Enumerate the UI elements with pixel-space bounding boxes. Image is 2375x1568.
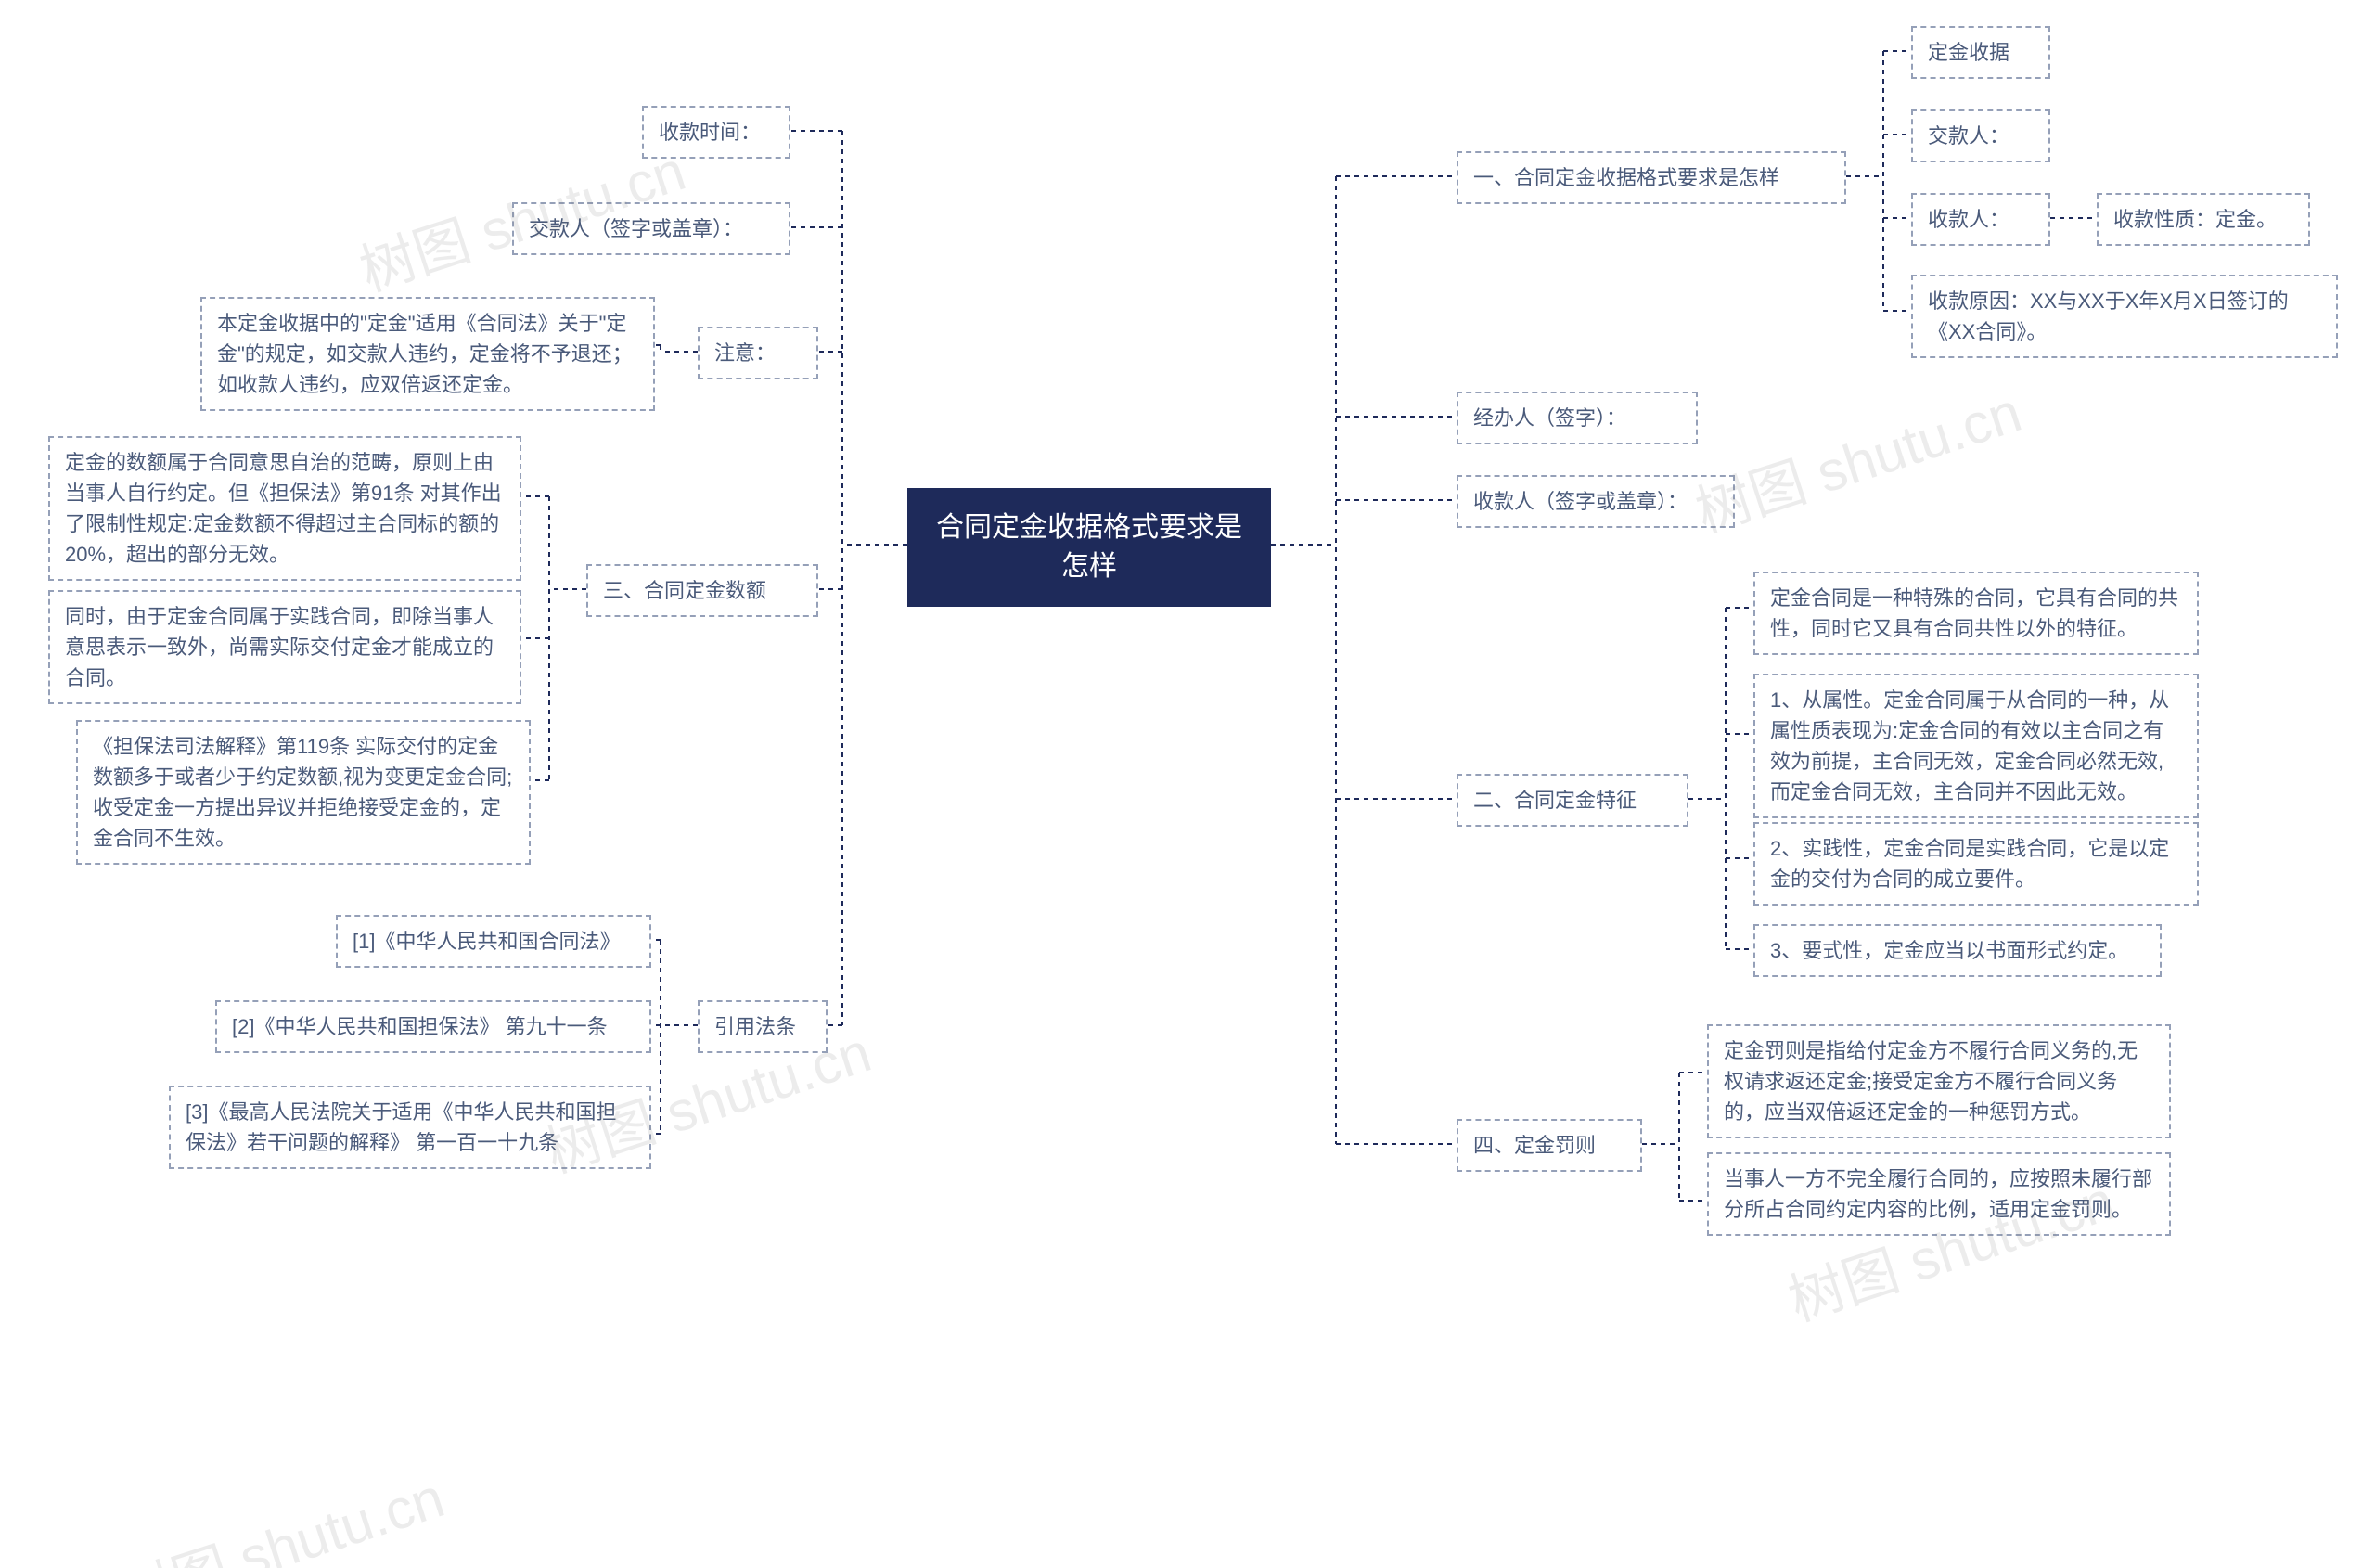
leaf-node: 定金罚则是指给付定金方不履行合同义务的,无权请求返还定金;接受定金方不履行合同义… xyxy=(1707,1024,2171,1138)
branch-node: 收款人（签字或盖章）： xyxy=(1457,475,1735,528)
leaf-node: [2]《中华人民共和国担保法》 第九十一条 xyxy=(215,1000,651,1053)
leaf-node: 1、从属性。定金合同属于从合同的一种，从属性质表现为:定金合同的有效以主合同之有… xyxy=(1753,674,2199,818)
branch-node: 引用法条 xyxy=(698,1000,828,1053)
leaf-node: 收款人： xyxy=(1911,193,2050,246)
leaf-node: 2、实践性，定金合同是实践合同，它是以定金的交付为合同的成立要件。 xyxy=(1753,822,2199,906)
leaf-node: 定金收据 xyxy=(1911,26,2050,79)
branch-node: 收款时间： xyxy=(642,106,790,159)
leaf-node: [1]《中华人民共和国合同法》 xyxy=(336,915,651,968)
branch-node: 交款人（签字或盖章）： xyxy=(512,202,790,255)
branch-node: 一、合同定金收据格式要求是怎样 xyxy=(1457,151,1846,204)
branch-node: 四、定金罚则 xyxy=(1457,1119,1642,1172)
branch-node: 二、合同定金特征 xyxy=(1457,774,1688,827)
leaf-node: 收款性质：定金。 xyxy=(2097,193,2310,246)
leaf-node: 交款人： xyxy=(1911,109,2050,162)
root-node: 合同定金收据格式要求是怎样 xyxy=(907,488,1271,607)
branch-node: 注意： xyxy=(698,327,818,379)
leaf-node: 当事人一方不完全履行合同的，应按照未履行部分所占合同约定内容的比例，适用定金罚则… xyxy=(1707,1152,2171,1236)
branch-node: 三、合同定金数额 xyxy=(586,564,818,617)
leaf-node: 收款原因：XX与XX于X年X月X日签订的《XX合同》。 xyxy=(1911,275,2338,358)
leaf-node: 同时，由于定金合同属于实践合同，即除当事人意思表示一致外，尚需实际交付定金才能成… xyxy=(48,590,521,704)
watermark: 树图 shutu.cn xyxy=(107,1453,453,1568)
leaf-node: 定金的数额属于合同意思自治的范畴，原则上由当事人自行约定。但《担保法》第91条 … xyxy=(48,436,521,581)
leaf-node: 本定金收据中的"定金"适用《合同法》关于"定金"的规定，如交款人违约，定金将不予… xyxy=(200,297,655,411)
leaf-node: 《担保法司法解释》第119条 实际交付的定金数额多于或者少于约定数额,视为变更定… xyxy=(76,720,531,865)
branch-node: 经办人（签字）： xyxy=(1457,392,1698,444)
leaf-node: 3、要式性，定金应当以书面形式约定。 xyxy=(1753,924,2162,977)
leaf-node: [3]《最高人民法院关于适用《中华人民共和国担保法》若干问题的解释》 第一百一十… xyxy=(169,1086,651,1169)
leaf-node: 定金合同是一种特殊的合同，它具有合同的共性，同时它又具有合同共性以外的特征。 xyxy=(1753,572,2199,655)
watermark: 树图 shutu.cn xyxy=(1684,367,2030,548)
